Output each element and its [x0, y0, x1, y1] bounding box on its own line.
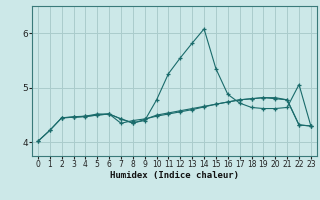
X-axis label: Humidex (Indice chaleur): Humidex (Indice chaleur) [110, 171, 239, 180]
